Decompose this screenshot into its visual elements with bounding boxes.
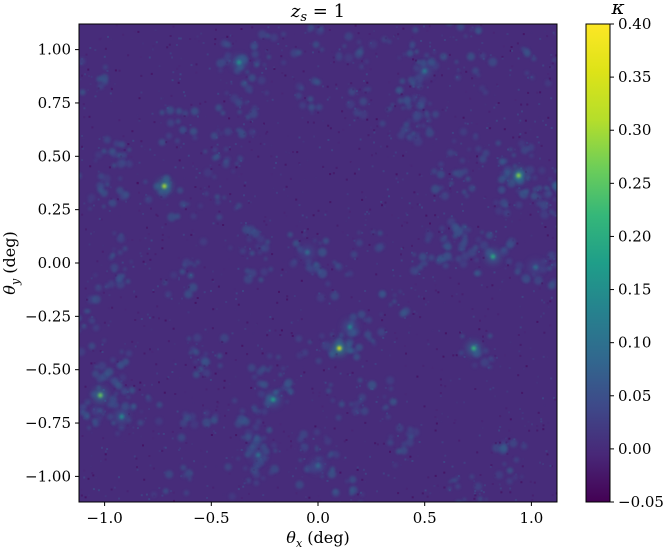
heatmap-peak [417, 63, 432, 78]
heatmap-peak [511, 168, 526, 183]
colorbar-tick-label: 0.05 [618, 387, 651, 405]
heatmap-peak [485, 249, 500, 264]
y-axis: 1.00 0.75 0.50 0.25 0.00 −0.25 −0.50 −0.75 −1.00 [25, 41, 79, 485]
colorbar-tick-label: 0.30 [618, 121, 651, 139]
x-axis: −1.0 −0.5 0.0 0.5 1.0 [86, 502, 543, 527]
colorbar-tick-label: 0.15 [618, 281, 651, 299]
heatmap-peak [232, 55, 247, 70]
heatmap-panel [79, 24, 557, 502]
colorbar-tick-label: 0.35 [618, 68, 651, 86]
x-tick-label: −1.0 [86, 509, 122, 527]
y-tick-label: −0.25 [25, 307, 71, 325]
heatmap-peak [466, 341, 481, 356]
x-tick-label: 0.0 [306, 509, 330, 527]
x-tick-label: −0.5 [193, 509, 229, 527]
y-tick-label: 0.00 [38, 254, 71, 272]
colorbar-tick-label: 0.20 [618, 227, 651, 245]
colorbar-frame [585, 23, 611, 503]
heatmap-peak [114, 409, 129, 424]
x-axis-label: θx (deg) [286, 528, 349, 549]
chart-title: zs = 1 [290, 1, 345, 25]
colorbar [586, 24, 610, 502]
y-axis-label: θy (deg) [0, 231, 22, 294]
colorbar-label: κ [610, 0, 624, 19]
colorbar-tick-label: 0.40 [618, 15, 651, 33]
y-tick-label: −0.50 [25, 361, 71, 379]
heatmap-peak [93, 388, 108, 403]
colorbar-tick-label: 0.10 [618, 334, 651, 352]
colorbar-tick-label: 0.00 [618, 440, 651, 458]
x-tick-label: 1.0 [519, 509, 543, 527]
colorbar-axis: 0.40 0.35 0.30 0.25 0.20 0.15 0.10 0.05 0.00 −0.0… [610, 15, 664, 511]
y-tick-label: 1.00 [38, 41, 71, 59]
heatmap-noise [79, 24, 557, 502]
y-tick-label: −1.00 [25, 467, 71, 485]
heatmap-peak [266, 392, 281, 407]
heatmap-peak [311, 458, 325, 473]
x-tick-label: 0.5 [413, 509, 437, 527]
heatmap-peak [332, 341, 347, 356]
heatmap-peak [528, 260, 543, 275]
y-tick-label: −0.75 [25, 414, 71, 432]
heatmap-peak [157, 179, 172, 194]
heatmap-peak [300, 245, 315, 260]
y-tick-label: 0.25 [38, 201, 71, 219]
colorbar-tick-label: 0.25 [618, 174, 651, 192]
heatmap-peaks [93, 55, 543, 473]
y-tick-label: 0.50 [38, 147, 71, 165]
heatmap-peak [343, 320, 358, 335]
colorbar-tick-label: −0.05 [618, 493, 664, 511]
y-tick-label: 0.75 [38, 94, 71, 112]
heatmap-peak [251, 448, 266, 463]
